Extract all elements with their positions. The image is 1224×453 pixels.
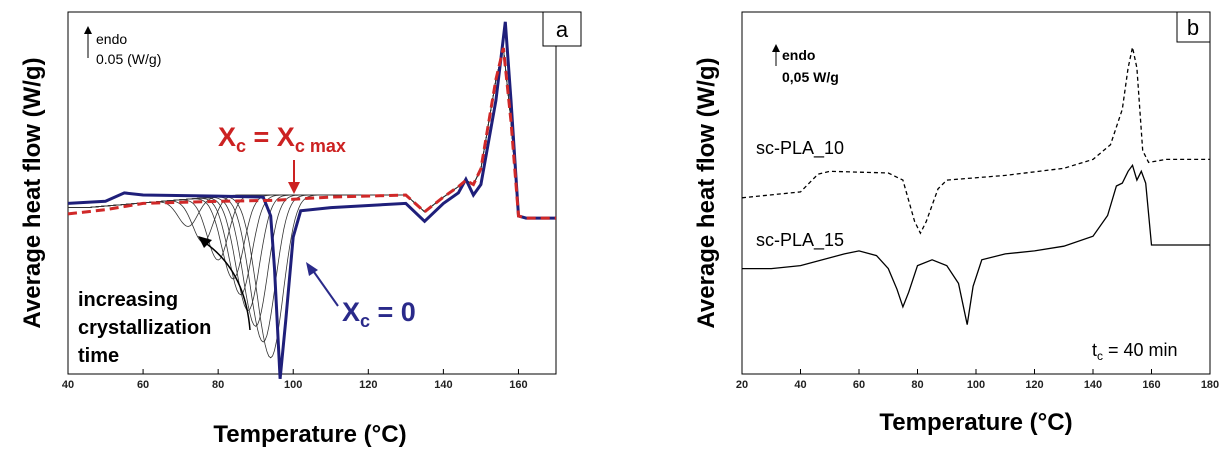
chart-b-series-sc-pla-15 bbox=[742, 163, 1210, 325]
chart-a-scale-arrow-icon bbox=[84, 26, 92, 34]
chart-a-x-tick-label-60: 60 bbox=[137, 379, 149, 391]
chart-b-series-label-sc-pla-10: sc-PLA_10 bbox=[756, 138, 844, 159]
chart-a-scale-direction: endo bbox=[96, 31, 127, 47]
chart-a-panel-label-box bbox=[542, 11, 582, 47]
chart-a-x-axis: 40 60 80 100 120 140 160 bbox=[62, 369, 528, 391]
chart-a-x-tick-label-100: 100 bbox=[284, 379, 302, 391]
chart-b-panel-label: b bbox=[1187, 15, 1199, 40]
chart-a-x-tick-label-40: 40 bbox=[62, 379, 74, 391]
chart-b-plot-area bbox=[741, 11, 1211, 375]
chart-b-series-label-sc-pla-15: sc-PLA_15 bbox=[756, 230, 844, 251]
chart-a-x-tick-label-120: 120 bbox=[359, 379, 377, 391]
chart-b-x-axis: 20 40 60 80 100 120 140 160 180 bbox=[736, 369, 1219, 391]
chart-a-x-axis-label: Temperature (°C) bbox=[213, 421, 406, 448]
chart-a-x-tick-label-140: 140 bbox=[434, 379, 452, 391]
chart-a-curved-arrow-head-icon bbox=[198, 236, 212, 248]
chart-a-xc0-arrow bbox=[313, 271, 339, 307]
chart-a-xcmax-label: Xc = Xc max bbox=[218, 122, 346, 156]
chart-b-x-axis-label: Temperature (°C) bbox=[879, 409, 1072, 436]
chart-b-scale-direction: endo bbox=[782, 47, 815, 63]
chart-a-xc0-arrow-head-icon bbox=[306, 262, 318, 276]
chart-a-series-xc-zero bbox=[67, 21, 556, 379]
chart-a-x-tick-label-160: 160 bbox=[509, 379, 527, 391]
chart-b-panel-label-box bbox=[1176, 11, 1211, 43]
chart-b-x-tick-label-180: 180 bbox=[1201, 379, 1219, 391]
chart-a-note-line2: crystallization bbox=[78, 317, 211, 339]
chart-a-panel-label: a bbox=[556, 17, 569, 42]
chart-a-note-line3: time bbox=[78, 345, 119, 367]
chart-b-series-sc-pla-10 bbox=[741, 47, 1210, 235]
chart-a-scale-value: 0.05 (W/g) bbox=[96, 51, 161, 67]
chart-b-x-tick-label-120: 120 bbox=[1025, 379, 1043, 391]
chart-a-y-axis-label: Average heat flow (W/g) bbox=[19, 57, 46, 328]
chart-a: 40 60 80 100 120 140 160 a endo 0.05 (W/g) Xc … bbox=[19, 11, 582, 448]
chart-a-xcmax-arrow-head-icon bbox=[288, 182, 300, 194]
chart-b-tc-label: tc = 40 min bbox=[1092, 340, 1178, 363]
chart-b-x-tick-label-80: 80 bbox=[911, 379, 923, 391]
chart-b-scale-value: 0,05 W/g bbox=[782, 69, 839, 85]
chart-b-x-tick-label-40: 40 bbox=[794, 379, 806, 391]
chart-b-y-axis-label: Average heat flow (W/g) bbox=[693, 57, 720, 328]
chart-a-note-line1: increasing bbox=[78, 289, 178, 311]
chart-b-curves bbox=[741, 47, 1210, 325]
chart-b-x-tick-label-140: 140 bbox=[1084, 379, 1102, 391]
chart-b-x-tick-label-60: 60 bbox=[853, 379, 865, 391]
chart-b-x-tick-label-100: 100 bbox=[967, 379, 985, 391]
chart-a-curved-arrow bbox=[203, 241, 251, 331]
chart-a-series-xc-max bbox=[67, 47, 556, 220]
chart-b-x-tick-label-160: 160 bbox=[1142, 379, 1160, 391]
chart-b-x-tick-label-20: 20 bbox=[736, 379, 748, 391]
chart-a-x-tick-label-80: 80 bbox=[212, 379, 224, 391]
chart-a-curves bbox=[67, 21, 556, 379]
chart-a-xc0-label: Xc = 0 bbox=[342, 297, 416, 331]
chart-b-scale-arrow-icon bbox=[772, 44, 780, 52]
chart-b: 20 40 60 80 100 120 140 160 180 b endo 0,05 W/g … bbox=[693, 11, 1219, 436]
